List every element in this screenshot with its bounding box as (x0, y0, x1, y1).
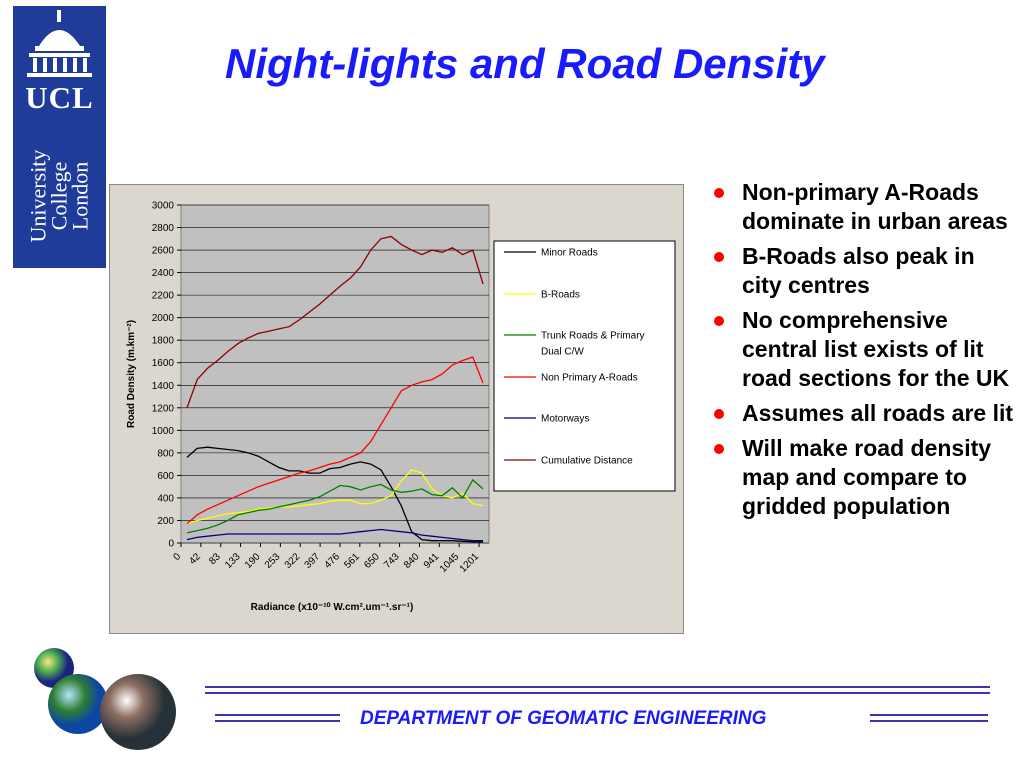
bullet-item: Will make road density map and compare t… (712, 434, 1017, 521)
y-tick-label: 200 (157, 516, 174, 527)
series-line (186, 478, 484, 534)
y-axis-label: Road Density (m.km⁻²) (126, 320, 137, 428)
y-tick-label: 400 (157, 493, 174, 504)
logo-line-2: College (46, 161, 72, 231)
x-tick-label: 1201 (458, 551, 482, 575)
x-tick-label: 0 (171, 551, 183, 563)
logo-abbreviation: UCL (25, 80, 94, 115)
y-tick-label: 600 (157, 471, 174, 482)
bullet-list: Non-primary A-Roads dominate in urban ar… (712, 178, 1017, 527)
y-tick-label: 1600 (152, 358, 175, 369)
plot-area (180, 204, 490, 544)
legend-label: B-Roads (541, 290, 580, 301)
legend-label: Non Primary A-Roads (541, 373, 638, 384)
bullet-dot-icon (714, 409, 724, 419)
footer-rule (870, 714, 988, 716)
y-tick-label: 2000 (152, 313, 175, 324)
road-density-chart: 0 200 400 600 800 1000 1200 1400 1600 1800 2000 220… (126, 201, 676, 613)
y-tick-label: 2600 (152, 246, 175, 257)
bullet-item: Non-primary A-Roads dominate in urban ar… (712, 178, 1017, 236)
x-tick-label: 190 (243, 551, 263, 571)
series-line (186, 356, 484, 525)
bullet-dot-icon (714, 444, 724, 454)
series-line (186, 469, 484, 525)
y-tick-label: 1000 (152, 426, 175, 437)
globes-icon (34, 648, 176, 750)
chart-panel: 0 200 400 600 800 1000 1200 1400 1600 1800 2000 220… (109, 184, 684, 634)
bullet-dot-icon (714, 252, 724, 262)
x-tick-label: 42 (187, 551, 203, 567)
x-tick-label: 476 (323, 551, 343, 571)
x-tick-label: 650 (362, 551, 382, 571)
department-name: DEPARTMENT OF GEOMATIC ENGINEERING (360, 708, 767, 729)
y-tick-label: 1400 (152, 381, 175, 392)
footer-rule (205, 692, 990, 694)
x-tick-label: 397 (303, 551, 323, 571)
series-line (186, 528, 483, 542)
y-tick-label: 2800 (152, 223, 175, 234)
bullet-dot-icon (714, 188, 724, 198)
bullet-item: No comprehensive central list exists of … (712, 306, 1017, 393)
y-tick-label: 2200 (152, 291, 175, 302)
y-tick-label: 1800 (152, 336, 175, 347)
y-tick-label: 3000 (152, 201, 175, 212)
ucl-logo: UCL University College London (13, 6, 106, 268)
slide-title: Night-lights and Road Density (225, 40, 825, 87)
logo-line-3: London (67, 161, 93, 231)
x-axis-label: Radiance (x10⁻¹⁰ W.cm².um⁻¹.sr⁻¹) (251, 602, 414, 613)
legend-label: Trunk Roads & Primary Dual C/W (541, 331, 645, 358)
dome-icon (27, 10, 92, 77)
legend-label: Motorways (541, 414, 589, 425)
y-tick-label: 800 (157, 448, 174, 459)
x-tick-label: 840 (402, 551, 422, 571)
logo-wordmark: University College London (25, 121, 93, 271)
bullet-item: Assumes all roads are lit (712, 399, 1017, 428)
footer-rule (215, 720, 340, 722)
y-tick-label: 1200 (152, 403, 175, 414)
x-tick-label: 253 (263, 551, 283, 571)
legend-box (493, 240, 676, 492)
bullet-dot-icon (714, 316, 724, 326)
x-tick-label: 1045 (438, 551, 462, 575)
y-tick-label: 2400 (152, 268, 175, 279)
legend-label: Cumulative Distance (541, 456, 633, 467)
series-line (186, 235, 484, 409)
x-tick-label: 83 (207, 551, 223, 567)
x-tick-label: 322 (283, 551, 303, 571)
footer-rule (205, 686, 990, 688)
x-tick-label: 133 (223, 551, 243, 571)
y-tick-label: 0 (168, 539, 174, 550)
footer-rule (870, 720, 988, 722)
logo-line-1: University (25, 149, 51, 243)
x-tick-label: 561 (342, 551, 362, 571)
bullet-item: B-Roads also peak in city centres (712, 242, 1017, 300)
x-tick-label: 743 (382, 551, 402, 571)
footer-rule (215, 714, 340, 716)
legend-label: Minor Roads (541, 248, 598, 259)
series-line (186, 446, 483, 543)
